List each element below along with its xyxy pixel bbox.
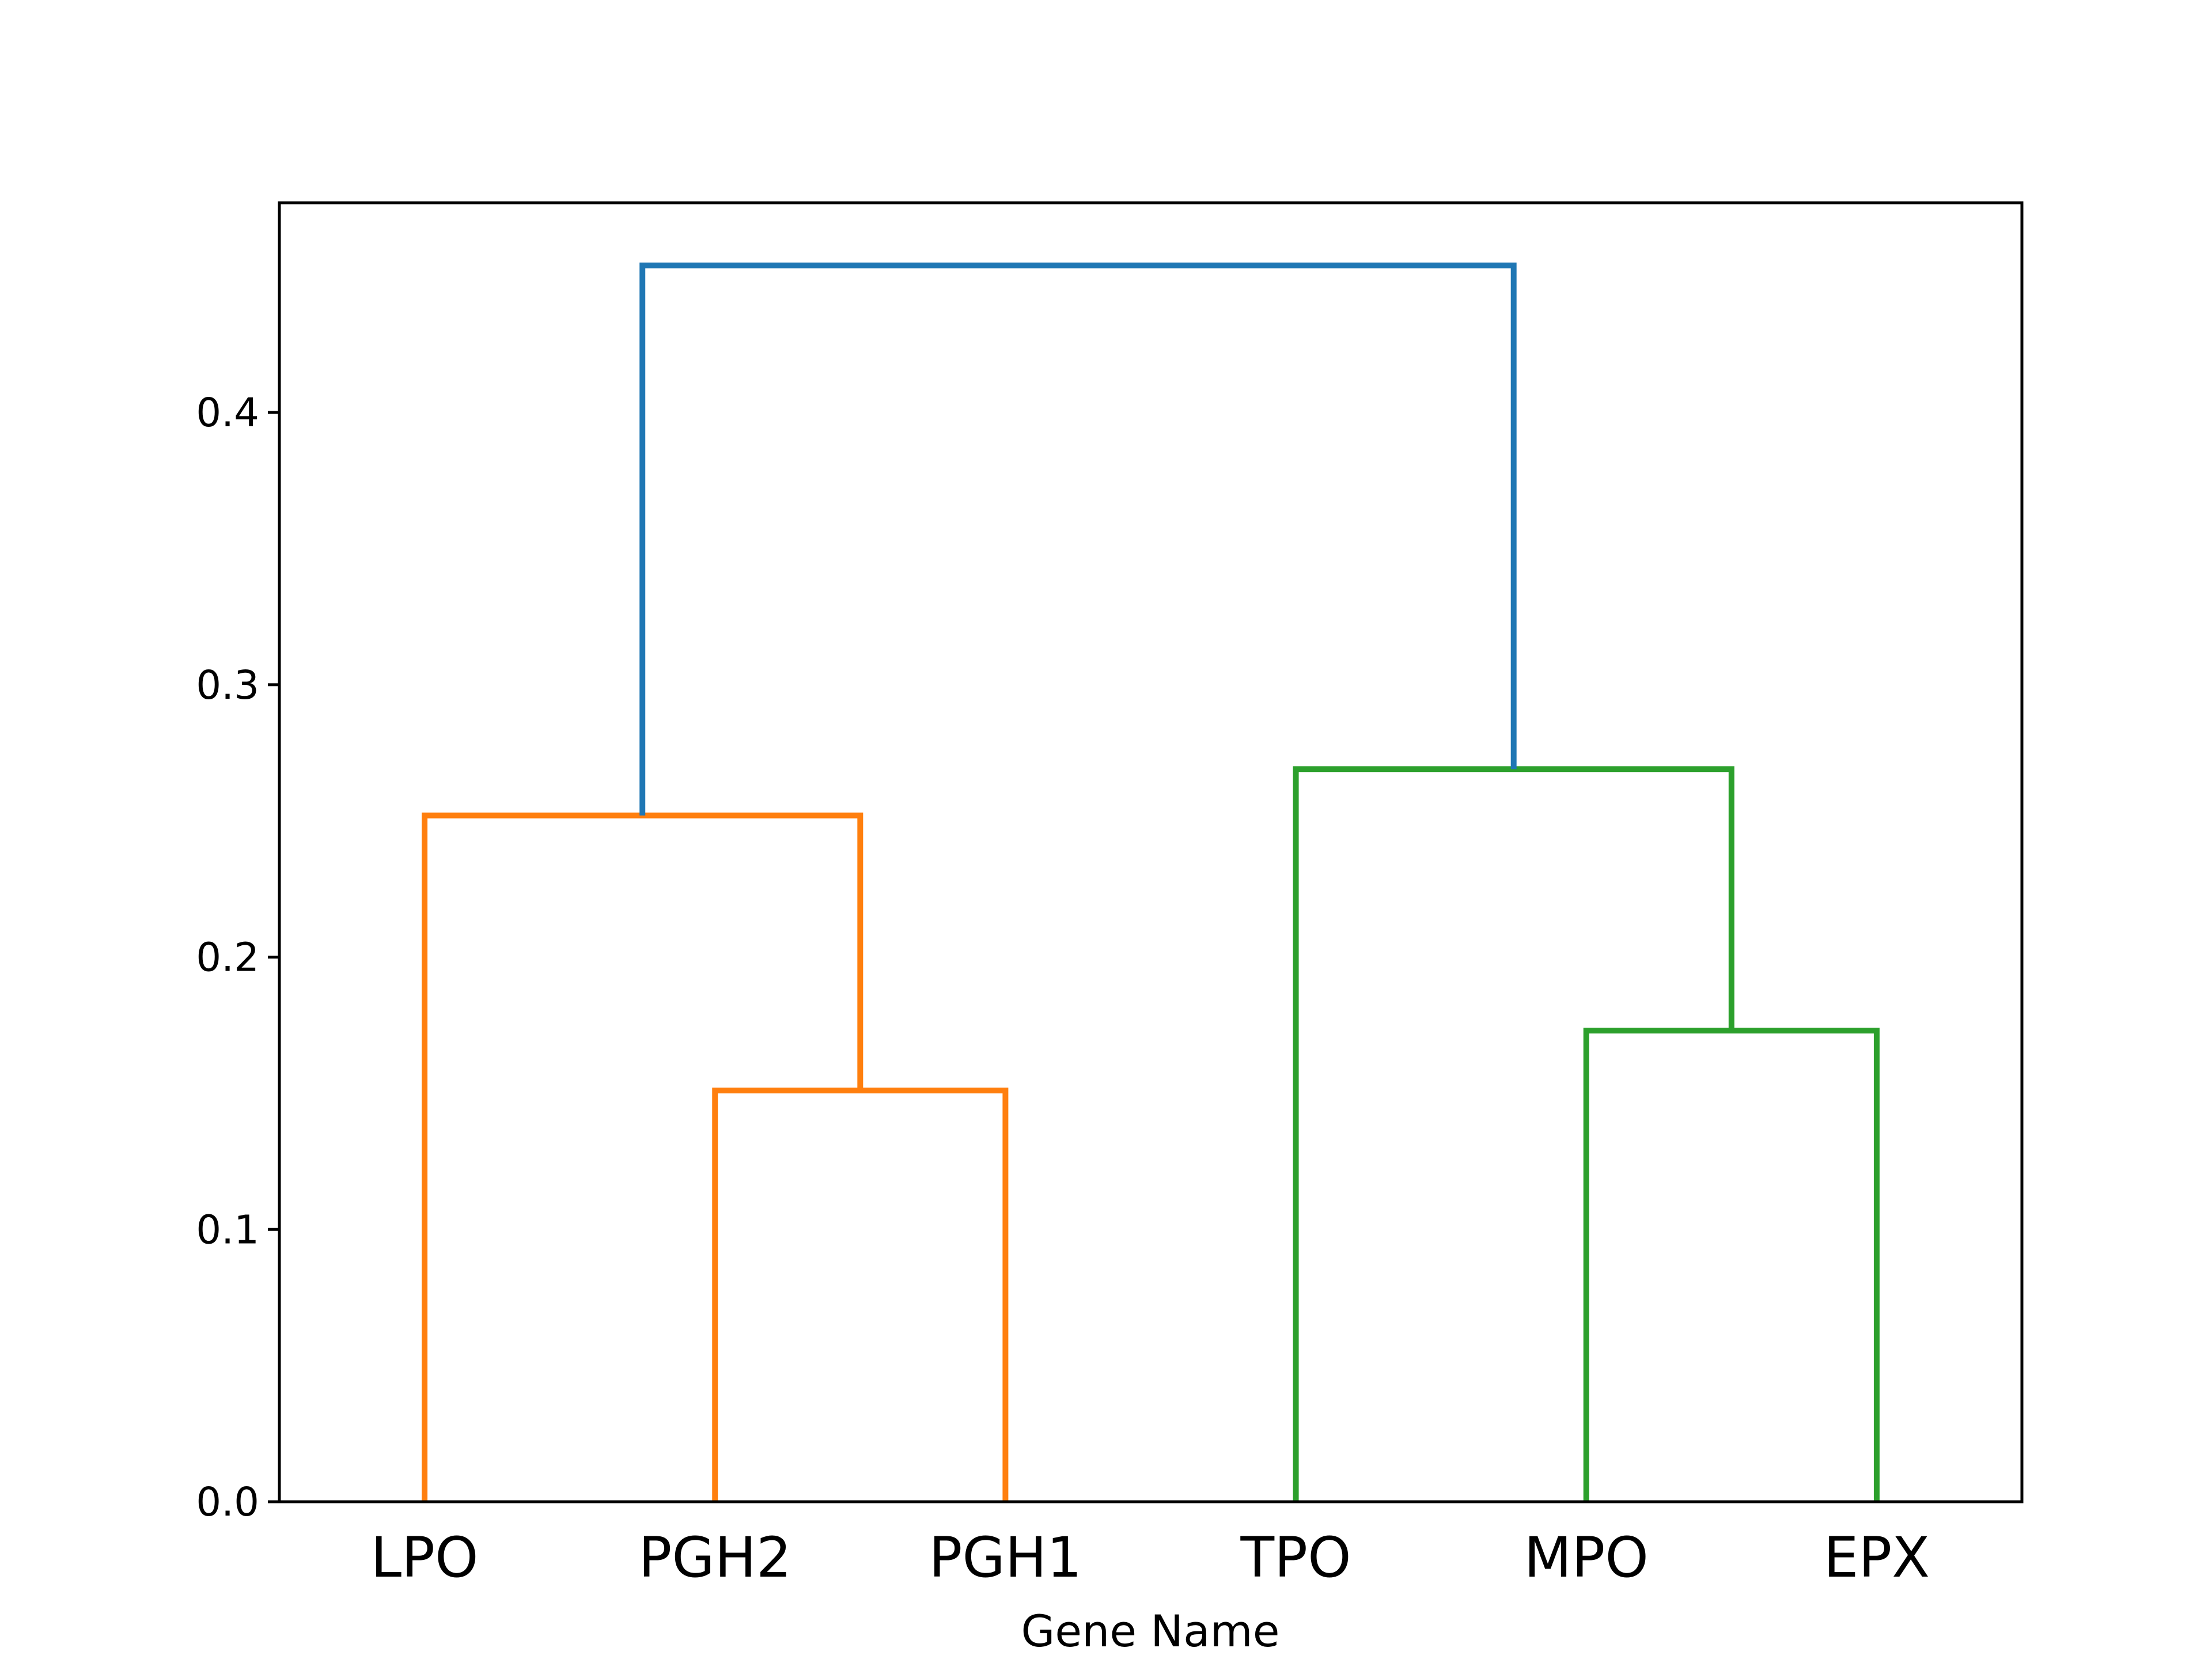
y-tick-label: 0.0 (196, 1479, 259, 1525)
x-axis: LPO PGH2 PGH1 TPO MPO EPX (371, 1525, 1930, 1590)
x-tick-label: PGH2 (638, 1525, 791, 1590)
dendrogram-link-5 (639, 262, 1517, 816)
y-tick-label: 0.2 (196, 935, 259, 981)
x-tick-label: LPO (371, 1525, 479, 1590)
x-tick-label: PGH1 (929, 1525, 1082, 1590)
y-tick-label: 0.1 (196, 1207, 259, 1253)
dendrogram-links (422, 262, 1880, 1502)
x-tick-label: TPO (1240, 1525, 1351, 1590)
y-axis: 0.0 0.1 0.2 0.3 0.4 (196, 390, 279, 1525)
y-tick-label: 0.3 (196, 662, 259, 709)
y-tick-label: 0.4 (196, 390, 259, 436)
x-tick-label: EPX (1824, 1525, 1930, 1590)
x-axis-label: Gene Name (1021, 1605, 1280, 1657)
x-tick-label: MPO (1524, 1525, 1649, 1590)
plot-frame (278, 201, 2024, 1503)
